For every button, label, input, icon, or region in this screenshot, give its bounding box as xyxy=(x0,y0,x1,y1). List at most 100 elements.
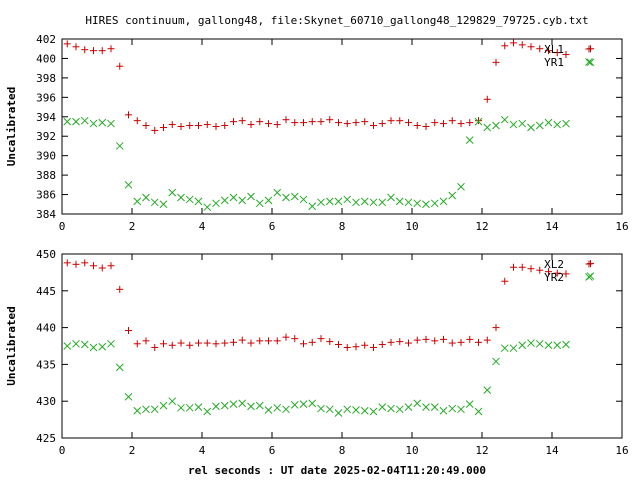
data-point xyxy=(465,400,474,408)
data-point xyxy=(448,117,456,125)
data-point xyxy=(492,357,500,366)
data-point xyxy=(63,259,71,267)
data-point xyxy=(474,407,483,416)
data-point xyxy=(124,180,133,189)
legend-label: XL1 xyxy=(544,43,564,56)
data-point xyxy=(177,403,185,412)
data-point xyxy=(230,118,237,126)
data-point xyxy=(422,335,430,343)
y-tick-label: 440 xyxy=(36,322,56,335)
data-point xyxy=(255,401,264,410)
data-point xyxy=(378,120,386,128)
data-point xyxy=(352,406,360,414)
data-point xyxy=(343,343,351,351)
data-point xyxy=(509,344,518,353)
data-point xyxy=(98,118,107,127)
data-point xyxy=(80,116,89,125)
series-yr2 xyxy=(63,272,595,417)
data-point xyxy=(125,327,132,335)
data-point xyxy=(527,265,535,273)
y-tick-label: 384 xyxy=(36,208,56,221)
legend-label: XL2 xyxy=(544,258,564,271)
data-point xyxy=(273,337,281,345)
data-point xyxy=(430,403,439,411)
data-point xyxy=(81,259,89,267)
data-point xyxy=(326,338,334,346)
data-point xyxy=(168,397,177,406)
data-point xyxy=(448,404,457,413)
data-point xyxy=(168,341,176,349)
data-point xyxy=(457,405,465,414)
y-tick-label: 392 xyxy=(36,130,56,143)
data-point xyxy=(369,198,378,207)
x-tick-label: 16 xyxy=(615,444,628,457)
series-yr1 xyxy=(63,58,595,212)
y-tick-label: 396 xyxy=(36,91,56,104)
data-point xyxy=(439,197,448,206)
data-point xyxy=(440,120,447,128)
data-point xyxy=(221,122,229,130)
data-point xyxy=(81,46,89,54)
legend-marker xyxy=(585,273,593,281)
data-point xyxy=(343,120,351,128)
data-point xyxy=(247,121,255,129)
data-point xyxy=(290,401,299,409)
data-point xyxy=(238,399,247,408)
data-point xyxy=(89,343,98,352)
data-point xyxy=(422,403,430,411)
data-point xyxy=(404,403,413,411)
data-point xyxy=(501,277,509,285)
data-point xyxy=(308,202,317,211)
data-point xyxy=(177,123,185,130)
y-tick-label: 400 xyxy=(36,52,56,65)
data-point xyxy=(185,403,194,412)
y-tick-label: 450 xyxy=(36,248,56,261)
data-point xyxy=(125,111,132,119)
data-point xyxy=(282,193,290,202)
data-point xyxy=(518,341,527,350)
data-point xyxy=(501,42,509,50)
data-point xyxy=(413,199,422,208)
x-tick-label: 8 xyxy=(339,444,346,457)
y-axis-label: Uncalibrated xyxy=(5,87,18,166)
x-tick-label: 12 xyxy=(475,444,488,457)
data-point xyxy=(553,49,561,57)
data-point xyxy=(308,399,317,408)
data-point xyxy=(229,400,238,408)
data-point xyxy=(335,341,342,349)
x-tick-label: 8 xyxy=(339,220,346,233)
data-point xyxy=(483,95,491,103)
data-point xyxy=(457,120,465,128)
data-point xyxy=(360,197,369,206)
data-point xyxy=(562,270,570,278)
data-point xyxy=(317,404,325,413)
data-point xyxy=(63,40,71,48)
data-point xyxy=(492,121,500,130)
y-tick-label: 425 xyxy=(36,432,56,445)
data-point xyxy=(142,122,150,130)
data-point xyxy=(308,338,316,346)
data-point xyxy=(395,197,404,206)
data-point xyxy=(256,337,264,345)
data-point xyxy=(518,119,527,128)
data-point xyxy=(518,41,526,49)
data-point xyxy=(229,193,238,202)
data-point xyxy=(90,262,97,270)
data-point xyxy=(395,405,404,414)
data-point xyxy=(492,58,500,66)
data-point xyxy=(536,45,544,53)
data-point xyxy=(352,343,360,351)
data-point xyxy=(177,339,185,347)
data-point xyxy=(185,195,194,204)
x-tick-label: 0 xyxy=(59,220,66,233)
data-point xyxy=(396,338,404,346)
data-point xyxy=(124,392,133,401)
x-tick-label: 4 xyxy=(199,220,206,233)
data-point xyxy=(326,116,334,124)
data-point xyxy=(220,401,229,410)
data-point xyxy=(518,263,526,271)
data-point xyxy=(448,339,456,347)
data-point xyxy=(238,117,246,125)
data-point xyxy=(343,405,352,414)
